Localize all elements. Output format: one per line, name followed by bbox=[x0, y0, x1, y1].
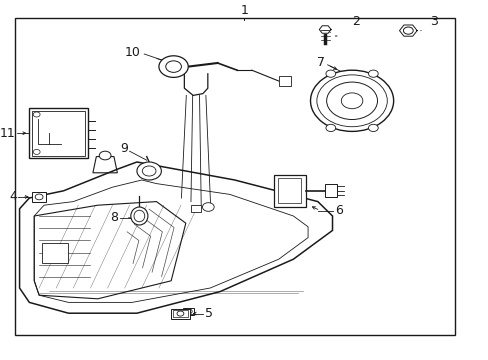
Text: 5: 5 bbox=[205, 307, 213, 320]
Bar bbox=[278, 76, 290, 86]
Bar bbox=[273, 175, 305, 207]
Text: 9: 9 bbox=[120, 142, 128, 155]
Text: 2: 2 bbox=[351, 15, 359, 28]
Bar bbox=[15, 18, 454, 335]
Bar bbox=[183, 308, 194, 315]
Polygon shape bbox=[319, 26, 330, 33]
Text: 1: 1 bbox=[240, 4, 248, 17]
Circle shape bbox=[33, 149, 40, 154]
Circle shape bbox=[368, 124, 377, 131]
Circle shape bbox=[403, 27, 412, 34]
Bar bbox=[173, 310, 187, 317]
Bar bbox=[277, 178, 301, 203]
Bar bbox=[32, 111, 85, 156]
Text: 3: 3 bbox=[429, 15, 437, 28]
Text: 4: 4 bbox=[9, 190, 17, 203]
Circle shape bbox=[326, 82, 377, 120]
Circle shape bbox=[316, 75, 386, 127]
Circle shape bbox=[341, 93, 362, 109]
Bar bbox=[325, 184, 337, 197]
Circle shape bbox=[368, 70, 377, 77]
Bar bbox=[32, 192, 46, 202]
Bar bbox=[41, 243, 68, 263]
Bar bbox=[171, 309, 189, 319]
Circle shape bbox=[142, 166, 156, 176]
Circle shape bbox=[177, 311, 183, 316]
Circle shape bbox=[33, 112, 40, 117]
Text: 10: 10 bbox=[124, 46, 140, 59]
Bar bbox=[191, 205, 201, 212]
Circle shape bbox=[325, 124, 335, 131]
Circle shape bbox=[185, 309, 192, 314]
Ellipse shape bbox=[134, 210, 144, 222]
Text: 7: 7 bbox=[317, 57, 325, 69]
Circle shape bbox=[137, 162, 161, 180]
Text: 6: 6 bbox=[334, 204, 342, 217]
Text: 11: 11 bbox=[0, 127, 16, 140]
Text: 8: 8 bbox=[110, 211, 118, 224]
Circle shape bbox=[159, 56, 188, 77]
Circle shape bbox=[202, 203, 214, 211]
Polygon shape bbox=[399, 25, 416, 36]
Circle shape bbox=[310, 70, 393, 131]
Circle shape bbox=[165, 61, 181, 72]
Ellipse shape bbox=[130, 207, 148, 225]
Circle shape bbox=[325, 70, 335, 77]
Bar bbox=[29, 108, 88, 158]
Circle shape bbox=[99, 151, 111, 160]
Circle shape bbox=[35, 194, 43, 200]
